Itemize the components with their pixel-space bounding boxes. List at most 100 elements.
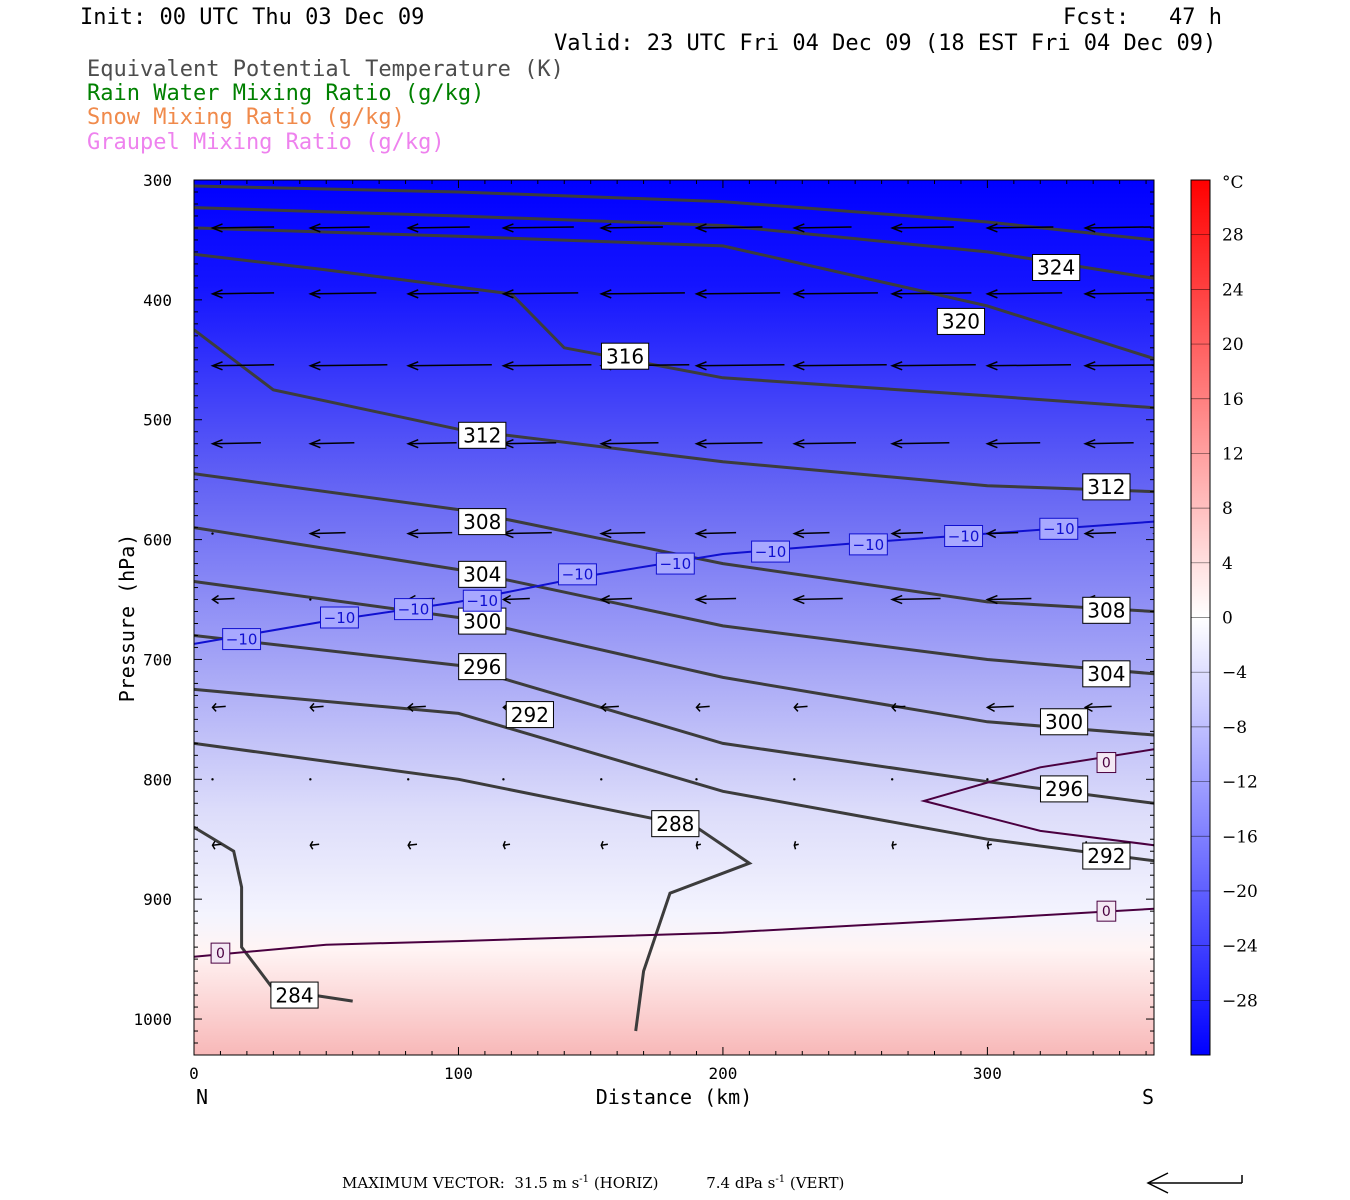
colorbar-tick-label: −24	[1222, 937, 1258, 957]
wind-vector	[211, 532, 214, 535]
x-axis-label: Distance (km)	[596, 1085, 753, 1109]
svg-text:292: 292	[1087, 844, 1125, 868]
wind-vector	[599, 439, 659, 449]
svg-text:−10: −10	[948, 527, 980, 545]
svg-text:296: 296	[1045, 777, 1083, 801]
wind-vector	[309, 702, 324, 712]
svg-text:296: 296	[463, 655, 501, 679]
wind-vector	[792, 361, 887, 371]
wind-vector	[1083, 702, 1112, 713]
wind-vector	[210, 361, 275, 371]
x-tick-label: 0	[189, 1064, 199, 1083]
theta-e-label: 324	[1032, 254, 1081, 281]
legend-rain-water: Rain Water Mixing Ratio (g/kg)	[87, 81, 485, 106]
wind-vector	[1152, 293, 1154, 295]
wind-vector	[211, 594, 235, 605]
vert-exponent: -1	[775, 1174, 786, 1185]
wind-vector	[793, 841, 799, 850]
svg-text:288: 288	[656, 812, 694, 836]
wind-vector	[406, 361, 492, 371]
theta-e-label: 284	[270, 981, 319, 1009]
wind-vector	[309, 778, 312, 781]
wind-vector	[1152, 598, 1154, 601]
wind-vector	[985, 439, 1041, 449]
svg-text:324: 324	[1037, 256, 1075, 280]
wind-vector	[890, 361, 976, 371]
svg-text:320: 320	[942, 310, 980, 334]
wind-vector	[985, 223, 1054, 233]
wind-vector	[211, 702, 226, 712]
theta-e-label: 300	[458, 607, 507, 635]
wind-vector	[406, 528, 453, 539]
wind-vector	[407, 702, 426, 712]
svg-text:284: 284	[275, 983, 313, 1007]
svg-text:300: 300	[1045, 710, 1083, 734]
theta-e-label: 308	[1082, 596, 1131, 624]
colorbar-tick-label: −20	[1222, 882, 1258, 902]
wind-vector	[308, 223, 370, 233]
wind-vector	[986, 778, 989, 781]
wind-vector	[792, 528, 830, 539]
colorbar-tick-label: 12	[1222, 444, 1244, 464]
temperature-label: −10	[655, 552, 695, 575]
y-tick-label: 1000	[133, 1010, 172, 1029]
wind-vector	[695, 702, 710, 712]
wind-vector	[695, 778, 698, 781]
svg-text:0: 0	[1102, 756, 1111, 772]
wind-vector	[985, 594, 1032, 605]
svg-text:−10: −10	[1043, 520, 1075, 538]
max-vector-footer: MAXIMUM VECTOR: 31.5 m s-1 (HORIZ) 7.4 d…	[342, 1174, 844, 1192]
wind-vector	[600, 702, 619, 712]
wind-vector	[308, 361, 388, 371]
svg-text:312: 312	[463, 424, 501, 448]
y-tick-label: 500	[143, 411, 172, 430]
wind-vector	[1083, 289, 1154, 299]
reference-vector-icon	[1146, 1172, 1243, 1194]
theta-e-label: 304	[458, 560, 507, 588]
wind-vector	[890, 439, 950, 449]
theta-e-label: 296	[458, 653, 507, 681]
valid-time: Valid: 23 UTC Fri 04 Dec 09 (18 EST Fri …	[554, 31, 1217, 56]
legend-graupel: Graupel Mixing Ratio (g/kg)	[87, 130, 445, 155]
y-tick-label: 600	[143, 531, 172, 550]
theta-e-label: 296	[1039, 775, 1089, 803]
temperature-label: −10	[222, 628, 262, 651]
wind-vector	[890, 528, 924, 539]
horiz-value: 31.5	[514, 1174, 548, 1192]
wind-vector	[211, 840, 222, 850]
temperature-label: 0	[210, 942, 231, 964]
colorbar-tick-label: −12	[1222, 773, 1258, 793]
wind-vector	[792, 223, 852, 233]
x-tick-label: 200	[708, 1064, 737, 1083]
svg-text:304: 304	[463, 563, 501, 587]
wind-vector	[599, 594, 633, 605]
temperature-contour	[920, 748, 1154, 847]
wind-vector	[694, 439, 763, 449]
wind-vector	[308, 528, 346, 539]
theta-e-label: 304	[1082, 660, 1131, 688]
wind-vector	[599, 528, 646, 539]
theta-e-contour	[194, 252, 1154, 410]
wind-vector	[694, 223, 763, 233]
theta-e-label: 292	[1082, 842, 1131, 870]
colorbar-tick-label: −16	[1222, 827, 1258, 847]
y-tick-label: 800	[143, 770, 172, 789]
wind-vector	[891, 841, 897, 850]
init-time: Init: 00 UTC Thu 03 Dec 09	[80, 5, 425, 30]
y-tick-label: 300	[143, 171, 172, 190]
wind-vector	[694, 289, 781, 299]
legend-theta-e: Equivalent Potential Temperature (K)	[87, 57, 564, 82]
x-end-label-right: S	[1142, 1085, 1154, 1109]
wind-vector	[890, 778, 894, 781]
theta-e-label: 320	[936, 307, 986, 335]
wind-vector	[986, 841, 992, 850]
svg-text:312: 312	[1087, 475, 1125, 499]
svg-text:292: 292	[511, 703, 549, 727]
wind-vector	[792, 289, 878, 299]
temperature-label: −10	[462, 589, 502, 612]
wind-vector	[210, 439, 261, 449]
theta-e-label: 292	[505, 701, 554, 729]
wind-vector	[599, 289, 685, 299]
theta-e-contour	[194, 741, 753, 1032]
